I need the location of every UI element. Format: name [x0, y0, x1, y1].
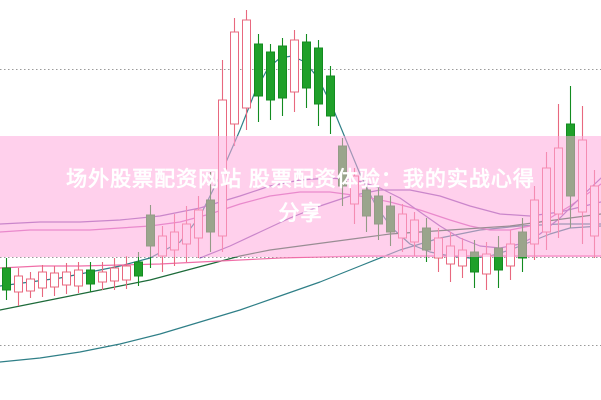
candle-body-up	[362, 189, 371, 217]
candle-body-down	[158, 235, 167, 257]
candle-body-up	[470, 251, 479, 273]
candle-body-up	[422, 227, 431, 251]
gridlines-group	[0, 69, 601, 346]
candle-body-down	[530, 199, 539, 245]
candle-body-down	[446, 245, 455, 265]
candlesticks-group	[2, 10, 599, 306]
candle-body-down	[590, 185, 599, 237]
candle-body-down	[74, 269, 83, 287]
candle-body-down	[350, 175, 359, 205]
candle-body-up	[494, 247, 503, 271]
candle-body-up	[206, 199, 215, 233]
candle-body-down	[542, 167, 551, 233]
candle-body-up	[518, 231, 527, 259]
candle-body-up	[254, 43, 263, 97]
candle-body-down	[434, 237, 443, 259]
candle-body-up	[278, 45, 287, 99]
candle-body-up	[146, 214, 155, 247]
candle-body-down	[50, 272, 59, 288]
candle-body-down	[98, 271, 107, 283]
candle-body-down	[482, 253, 491, 275]
candle-body-down	[182, 223, 191, 245]
candle-body-up	[2, 267, 11, 291]
candle-body-down	[170, 231, 179, 251]
candle-body-down	[26, 278, 35, 292]
ma-line-ma-magenta	[0, 183, 601, 233]
candle-body-down	[506, 243, 515, 267]
candle-body-down	[122, 265, 131, 281]
candle-body-up	[134, 261, 143, 277]
candle-body-up	[266, 51, 275, 101]
candle-body-down	[242, 19, 251, 109]
candle-body-up	[338, 145, 347, 187]
candle-body-down	[290, 39, 299, 93]
candle-body-down	[38, 271, 47, 289]
candle-body-up	[386, 205, 395, 233]
candle-body-down	[14, 275, 23, 293]
candle-body-down	[110, 267, 119, 282]
candle-body-down	[194, 209, 203, 239]
moving-average-lines-group	[0, 55, 601, 363]
candle-body-down	[458, 249, 467, 267]
candle-body-up	[374, 195, 383, 225]
candle-body-up	[314, 47, 323, 105]
candle-body-up	[302, 41, 311, 89]
candle-body-down	[554, 147, 563, 215]
candle-body-down	[410, 219, 419, 243]
candle-body-down	[62, 271, 71, 286]
candle-body-down	[398, 213, 407, 239]
candle-body-up	[326, 75, 335, 117]
candle-body-up	[86, 269, 95, 285]
candle-body-down	[230, 31, 239, 125]
candle-body-down	[218, 99, 227, 237]
candle-body-up	[566, 123, 575, 197]
candle-body-down	[578, 139, 587, 213]
